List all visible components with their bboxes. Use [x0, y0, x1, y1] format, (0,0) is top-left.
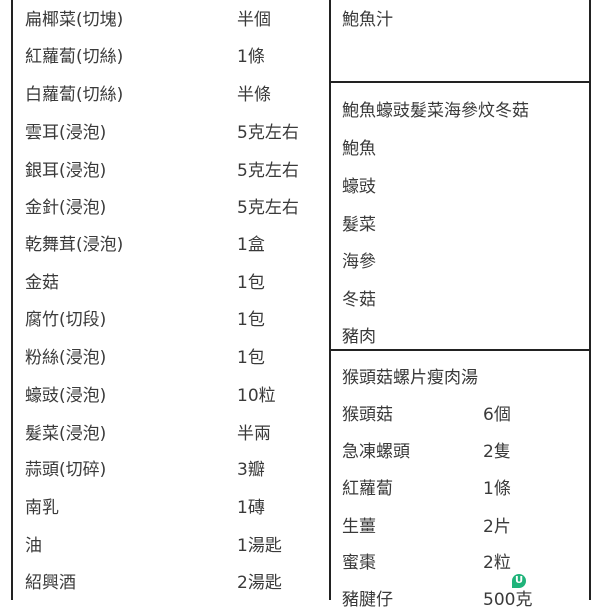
ingredient-amount: 1盒	[237, 235, 265, 255]
ingredient-name: 急凍螺頭	[342, 442, 410, 462]
ingredient-name: 雲耳(浸泡)	[25, 123, 107, 143]
ingredient-name: 油	[25, 536, 42, 556]
ingredient-amount: 10粒	[237, 386, 276, 406]
ingredient-amount: 1條	[483, 479, 511, 499]
ingredient-name: 生薑	[342, 517, 376, 537]
row-divider	[329, 349, 591, 351]
recipe-title: 鮑魚蠔豉髮菜海參炆冬菇	[342, 101, 529, 121]
ingredient-name: 海參	[342, 252, 376, 272]
u-badge-icon[interactable]: U	[512, 574, 526, 588]
ingredient-amount: 2隻	[483, 442, 511, 462]
ingredient-amount: 半兩	[237, 424, 271, 444]
ingredient-name: 腐竹(切段)	[25, 310, 107, 330]
table-column-divider	[329, 0, 331, 600]
ingredient-name: 豬肉	[342, 327, 376, 347]
ingredient-name: 白蘿蔔(切絲)	[25, 85, 124, 105]
ingredient-name: 粉絲(浸泡)	[25, 348, 107, 368]
ingredient-name: 猴頭菇	[342, 405, 393, 425]
ingredient-name: 蒜頭(切碎)	[25, 460, 107, 480]
ingredient-name: 蠔豉(浸泡)	[25, 386, 107, 406]
ingredient-amount: 1包	[237, 273, 265, 293]
ingredient-amount: 5克左右	[237, 123, 299, 143]
ingredient-name: 紅蘿蔔	[342, 479, 393, 499]
ingredient-name: 紹興酒	[25, 573, 76, 593]
ingredient-name: 扁椰菜(切塊)	[25, 10, 124, 30]
ingredient-name: 乾舞茸(浸泡)	[25, 235, 124, 255]
ingredient-amount: 2粒	[483, 553, 511, 573]
table-left-border	[11, 0, 13, 600]
ingredient-name: 南乳	[25, 498, 59, 518]
ingredient-amount: 5克左右	[237, 198, 299, 218]
ingredient-name: 髮菜(浸泡)	[25, 424, 107, 444]
ingredient-name: 金菇	[25, 273, 59, 293]
ingredient-name: 鮑魚	[342, 139, 376, 159]
ingredient-amount: 1條	[237, 47, 265, 67]
ingredient-name: 豬腱仔	[342, 590, 393, 610]
ingredient-amount: 5克左右	[237, 161, 299, 181]
ingredient-name: 金針(浸泡)	[25, 198, 107, 218]
ingredient-amount: 2片	[483, 517, 511, 537]
ingredient-name: 鮑魚汁	[342, 10, 393, 30]
ingredient-name: 髮菜	[342, 215, 376, 235]
ingredient-amount: 半條	[237, 85, 271, 105]
ingredient-name: 紅蘿蔔(切絲)	[25, 47, 124, 67]
ingredient-name: 蠔豉	[342, 177, 376, 197]
ingredient-name: 銀耳(浸泡)	[25, 161, 107, 181]
ingredient-amount: 500克	[483, 590, 533, 610]
table-right-border	[589, 0, 591, 600]
recipe-title: 猴頭菇螺片瘦肉湯	[342, 368, 478, 388]
ingredient-name: 冬菇	[342, 290, 376, 310]
ingredient-amount: 1磚	[237, 498, 265, 518]
ingredient-amount: 2湯匙	[237, 573, 282, 593]
row-divider	[329, 81, 591, 83]
ingredient-amount: 3瓣	[237, 460, 265, 480]
ingredient-name: 蜜棗	[342, 553, 376, 573]
ingredient-amount: 半個	[237, 10, 271, 30]
ingredient-amount: 1包	[237, 310, 265, 330]
ingredient-amount: 1湯匙	[237, 536, 282, 556]
ingredient-amount: 1包	[237, 348, 265, 368]
ingredient-amount: 6個	[483, 405, 511, 425]
